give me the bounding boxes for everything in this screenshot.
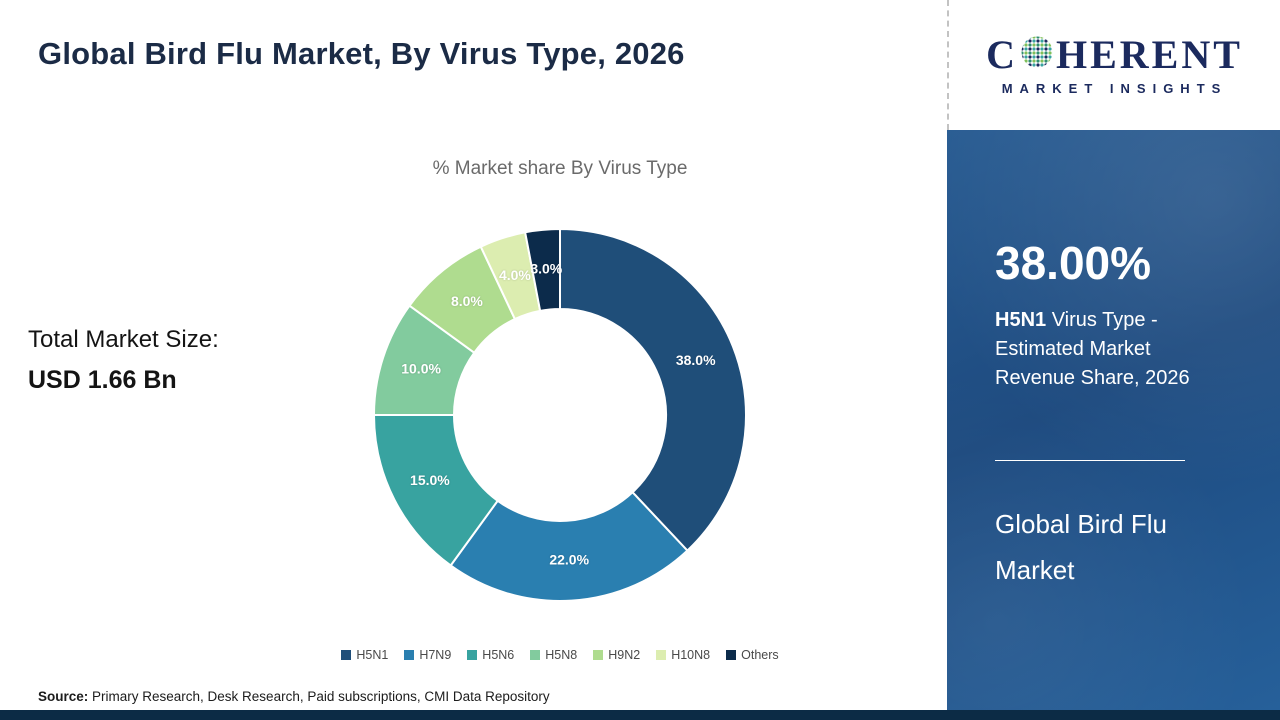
legend-item-H7N9: H7N9 — [404, 648, 451, 662]
legend-item-H5N6: H5N6 — [467, 648, 514, 662]
slice-label-H9N2: 8.0% — [451, 293, 483, 309]
legend-item-H10N8: H10N8 — [656, 648, 710, 662]
stat-highlight: H5N1 — [995, 309, 1047, 331]
donut-slice-Others — [523, 227, 561, 313]
brand-name: C HERENT — [986, 35, 1243, 76]
brand-letters-rest: HERENT — [1055, 32, 1243, 77]
slice-label-H5N8: 10.0% — [401, 361, 441, 377]
globe-icon — [1020, 35, 1054, 76]
brand-subtitle: MARKET INSIGHTS — [1001, 80, 1228, 96]
legend-label: Others — [741, 648, 779, 662]
legend-swatch — [467, 650, 478, 660]
market-size-label: Total Market Size: — [28, 326, 219, 353]
total-market-size: Total Market Size: USD 1.66 Bn — [28, 326, 219, 395]
chart-legend: H5N1 H7N9 H5N6 H5N8 H9N2 H10N8 Others — [210, 648, 910, 662]
legend-label: H9N2 — [608, 648, 641, 662]
page-title: Global Bird Flu Market, By Virus Type, 2… — [38, 36, 685, 71]
legend-item-H5N8: H5N8 — [530, 648, 577, 662]
legend-swatch — [593, 650, 604, 660]
brand-letter-c: C — [986, 32, 1018, 77]
brand-logo: C HERENT MARKET INS — [947, 0, 1280, 130]
donut-chart: 38.0% 22.0% 15.0% 10.0% 8.0% 4.0% 3.0% — [372, 227, 747, 602]
legend-swatch — [404, 650, 415, 660]
legend-item-H9N2: H9N2 — [593, 648, 640, 662]
source-line: Source: Primary Research, Desk Research,… — [38, 689, 550, 704]
slice-label-H10N8: 4.0% — [499, 267, 531, 283]
legend-swatch — [656, 650, 667, 660]
legend-label: H5N6 — [482, 648, 515, 662]
chart-title: % Market share By Virus Type — [432, 158, 688, 179]
stat-description: H5N1 Virus Type - Estimated Market Reven… — [995, 306, 1213, 393]
legend-swatch — [341, 650, 352, 660]
donut-slice-H7N9 — [449, 490, 689, 602]
panel-title: Global Bird Flu Market — [995, 509, 1167, 585]
slice-label-H5N1: 38.0% — [676, 352, 716, 368]
legend-label: H10N8 — [671, 648, 711, 662]
legend-swatch — [726, 650, 737, 660]
source-label: Source: — [38, 689, 89, 704]
legend-label: H5N8 — [545, 648, 578, 662]
legend-label: H5N1 — [356, 648, 389, 662]
panel-divider — [995, 460, 1185, 461]
source-text: Primary Research, Desk Research, Paid su… — [88, 689, 550, 704]
sidebar: C HERENT MARKET INS — [947, 0, 1280, 710]
market-size-value: USD 1.66 Bn — [28, 366, 177, 394]
slice-label-H7N9: 22.0% — [549, 551, 589, 567]
stat-text: Virus Type - Estimated Market Revenue Sh… — [995, 309, 1190, 389]
highlight-panel: 38.00% H5N1 Virus Type - Estimated Marke… — [947, 130, 1280, 710]
legend-swatch — [530, 650, 541, 660]
slice-label-H5N6: 15.0% — [410, 472, 450, 488]
donut-slice-H5N1 — [559, 227, 747, 553]
legend-label: H7N9 — [419, 648, 452, 662]
slice-label-Others: 3.0% — [530, 260, 562, 276]
legend-item-Others: Others — [726, 648, 779, 662]
donut-chart-container: 38.0% 22.0% 15.0% 10.0% 8.0% 4.0% 3.0% — [360, 215, 760, 615]
stat-value: 38.00% — [995, 237, 1152, 289]
legend-item-H5N1: H5N1 — [341, 648, 388, 662]
footer-bar — [0, 710, 1280, 720]
